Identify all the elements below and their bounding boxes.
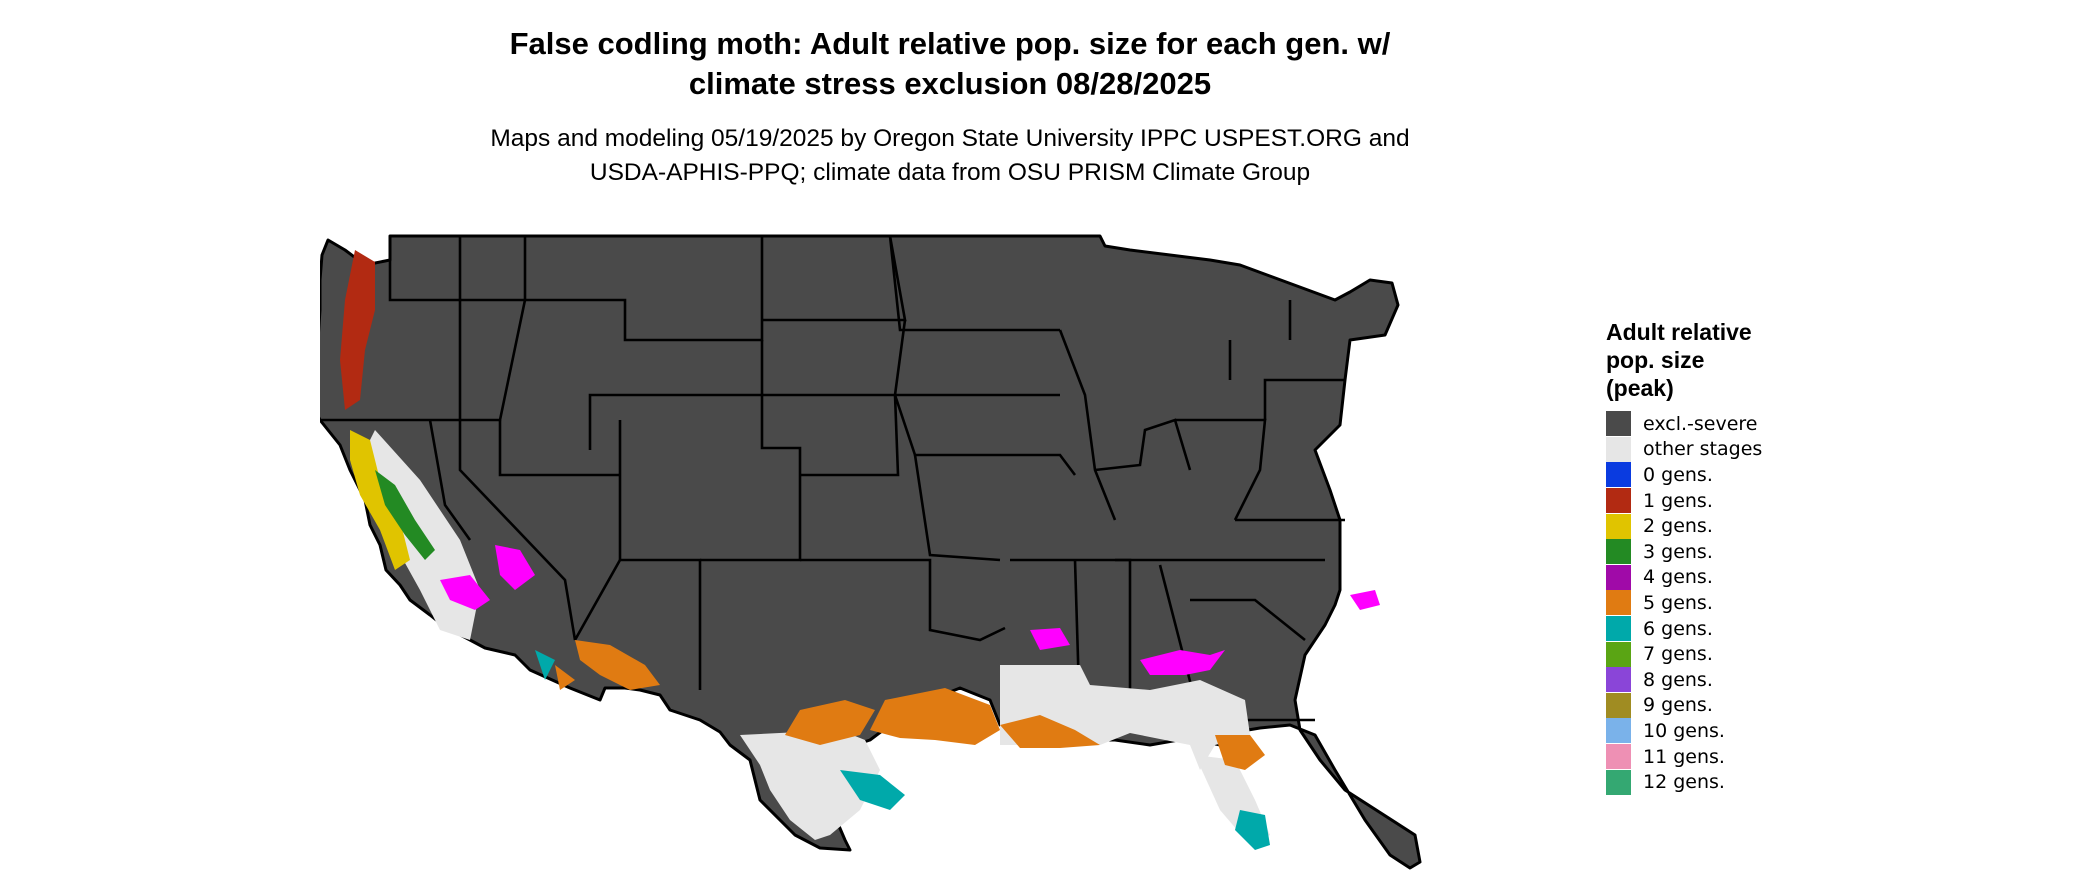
one-gens-region [340,250,375,410]
legend-item: 0 gens. [1606,462,1762,488]
legend-swatch [1606,539,1631,565]
legend-item: 1 gens. [1606,488,1762,514]
legend-item: 9 gens. [1606,692,1762,719]
legend-label: 6 gens. [1643,617,1713,640]
legend-item: other stages [1606,436,1763,463]
legend-item: 8 gens. [1606,667,1762,693]
five-gens-regions [555,640,1265,770]
legend-swatch [1606,436,1631,462]
map-subtitle: Maps and modeling 05/19/2025 by Oregon S… [0,122,1900,190]
legend-label: 2 gens. [1643,515,1713,538]
legend-label: 5 gens. [1643,591,1713,614]
legend-item: 10 gens. [1606,718,1762,744]
legend-label: 0 gens. [1643,463,1713,486]
legend-swatch [1606,513,1631,539]
title-line-2: climate stress exclusion 08/28/2025 [688,66,1212,101]
legend-title-line: (peak) [1606,375,1674,401]
legend-label: 11 gens. [1643,745,1725,768]
legend-swatch [1606,744,1631,770]
three-gens-region [375,470,435,560]
two-gens-region [350,430,410,570]
legend-swatch [1606,411,1631,437]
title-line-1: False codling moth: Adult relative pop. … [509,26,1391,61]
legend-item: 3 gens. [1606,539,1762,565]
legend-title: Adult relative pop. size (peak) [1606,318,1762,402]
legend-label: 1 gens. [1643,489,1713,512]
legend-item: excl.-severe [1606,411,1762,437]
four-gens-regions [440,545,1380,675]
legend-label: 3 gens. [1643,540,1713,563]
legend-swatch [1606,641,1631,667]
legend-item: 6 gens. [1606,616,1762,642]
legend-swatch [1606,769,1631,795]
legend-swatch [1606,488,1631,514]
legend-item: 5 gens. [1606,590,1762,616]
legend-item: 11 gens. [1606,744,1762,770]
legend-item: 2 gens. [1606,513,1762,539]
legend-item: 7 gens. [1606,641,1762,667]
legend-label: 8 gens. [1643,668,1713,691]
legend-title-line: pop. size [1606,347,1705,373]
legend-swatch [1606,462,1631,488]
legend-swatch [1606,667,1631,693]
legend-label: 7 gens. [1643,643,1713,666]
six-gens-regions [535,650,1270,850]
legend-title-line: Adult relative [1606,319,1752,345]
legend-swatch [1606,590,1631,616]
subtitle-line-2: USDA-APHIS-PPQ; climate data from OSU PR… [589,159,1311,186]
legend-items: excl.-severe other stages 0 gens. 1 gens. 2 … [1606,411,1762,795]
legend-swatch [1606,692,1631,718]
legend-label: 4 gens. [1643,566,1713,589]
legend-label: other stages [1643,438,1763,461]
legend-item: 12 gens. [1606,769,1762,795]
legend-item: 4 gens. [1606,564,1762,591]
legend-label: 9 gens. [1643,694,1713,717]
legend-swatch [1606,616,1631,642]
subtitle-line-1: Maps and modeling 05/19/2025 by Oregon S… [490,125,1410,152]
map-legend: Adult relative pop. size (peak) excl.-se… [1606,318,1762,795]
legend-label: excl.-severe [1643,412,1758,435]
us-map [320,234,1422,870]
map-title: False codling moth: Adult relative pop. … [0,24,1900,104]
legend-label: 10 gens. [1643,719,1725,742]
legend-swatch [1606,564,1631,590]
legend-label: 12 gens. [1643,771,1725,794]
legend-swatch [1606,718,1631,744]
